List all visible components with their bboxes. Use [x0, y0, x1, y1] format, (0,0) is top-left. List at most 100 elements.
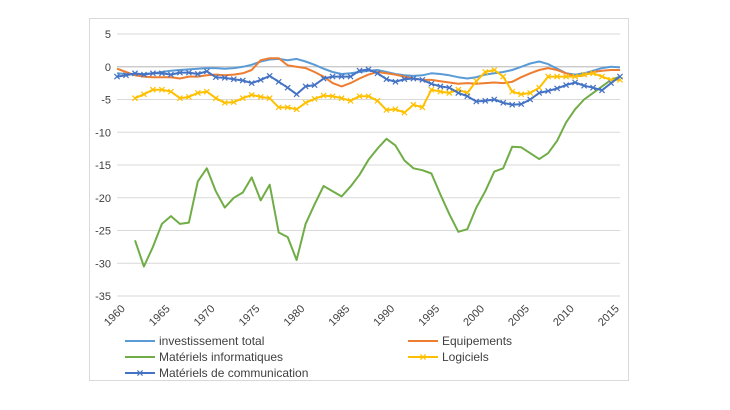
y-tick-label: -10: [95, 127, 111, 139]
data-point: [239, 95, 246, 102]
data-point: [572, 79, 579, 86]
y-tick-label: -25: [95, 226, 111, 238]
x-tick-label: 2015: [596, 303, 622, 329]
data-point: [590, 84, 597, 91]
x-tick-label: 1990: [371, 303, 397, 329]
data-point: [149, 70, 156, 77]
data-point: [185, 69, 192, 76]
data-point: [194, 70, 201, 77]
data-point: [392, 78, 399, 85]
series-line: [116, 57, 621, 80]
data-point: [131, 70, 138, 77]
data-point: [464, 93, 471, 100]
legend-label: Equipements: [442, 334, 512, 348]
y-tick-label: -35: [95, 291, 111, 303]
data-point: [230, 76, 237, 83]
legend-item-3: Logiciels: [408, 350, 489, 364]
data-point: [329, 73, 336, 80]
data-point: [275, 78, 282, 85]
y-tick-label: -5: [101, 95, 111, 107]
data-point: [572, 73, 579, 80]
series-line: [134, 75, 621, 268]
x-axis-ticks: 1960 1965 1970 1975 1980 1985 1990 1995 2000 2005…: [102, 303, 622, 329]
data-point: [563, 82, 570, 89]
data-point: [320, 92, 327, 99]
data-point: [158, 86, 165, 93]
data-point: [455, 89, 462, 96]
data-point: [419, 104, 426, 111]
data-point: [122, 72, 130, 79]
data-point: [136, 369, 144, 377]
data-point: [221, 99, 228, 106]
data-point: [167, 88, 174, 95]
data-point: [491, 96, 498, 103]
data-point: [616, 73, 624, 80]
data-point: [149, 86, 156, 93]
data-point: [185, 93, 192, 100]
data-point: [113, 73, 121, 80]
data-point: [329, 93, 336, 100]
data-point: [374, 70, 381, 77]
data-point: [545, 87, 552, 95]
x-tick-label: 1970: [192, 303, 218, 329]
data-point: [194, 89, 201, 96]
y-tick-label: -20: [95, 193, 111, 205]
y-tick-label: 5: [105, 29, 111, 41]
legend-item-4: Matériels de communication: [125, 366, 308, 380]
x-tick-label: 1965: [147, 303, 173, 329]
data-point: [176, 69, 183, 76]
data-point: [419, 76, 426, 83]
data-point: [176, 95, 183, 102]
data-point: [167, 71, 174, 78]
legend: investissement total Equipements Matériels…: [125, 334, 512, 380]
series-lines: [113, 57, 624, 268]
data-point: [257, 76, 264, 83]
data-point: [518, 101, 525, 108]
x-tick-label: 2010: [551, 303, 577, 329]
data-point: [401, 109, 408, 116]
data-point: [203, 68, 210, 75]
data-point: [536, 84, 543, 91]
data-point: [338, 73, 345, 80]
data-point: [428, 86, 435, 93]
legend-label: investissement total: [159, 334, 264, 348]
data-point: [590, 70, 597, 77]
data-point: [140, 91, 147, 98]
x-tick-label: 1960: [102, 303, 128, 329]
data-point: [437, 88, 444, 95]
data-point: [446, 84, 453, 91]
data-point: [356, 67, 363, 74]
data-point: [266, 72, 273, 79]
series-2: [134, 75, 621, 268]
data-point: [518, 91, 525, 98]
data-point: [140, 71, 147, 78]
data-point: [347, 73, 354, 80]
x-tick-label: 1985: [327, 303, 353, 329]
line-chart: 50-5-10-15-20-25-30-35 1960 1965 1970 1975 1…: [95, 29, 624, 380]
data-point: [554, 85, 561, 92]
data-point: [527, 96, 534, 103]
data-point: [374, 97, 381, 104]
y-tick-label: -15: [95, 160, 111, 172]
data-point: [383, 76, 390, 83]
chart-area: 5 0 -5 -10 -15 -20 -25 -30 -35 1960 1965 1970 1975 1…: [89, 18, 629, 381]
data-point: [446, 89, 453, 96]
data-point: [302, 83, 309, 90]
data-point: [473, 78, 480, 85]
data-point: [266, 95, 273, 102]
data-point: [419, 353, 427, 361]
legend-item-1: Equipements: [408, 334, 512, 348]
legend-item-0: investissement total: [125, 334, 264, 348]
data-point: [383, 106, 390, 114]
x-tick-label: 1975: [237, 303, 263, 329]
data-point: [509, 101, 516, 108]
data-point: [230, 99, 237, 106]
data-point: [500, 73, 507, 80]
legend-label: Matériels de communication: [159, 366, 308, 380]
data-point: [581, 82, 588, 89]
x-tick-label: 2000: [461, 303, 487, 329]
data-point: [428, 80, 435, 87]
x-tick-label: 1995: [416, 303, 442, 329]
x-tick-label: 2005: [506, 303, 532, 329]
data-point: [563, 73, 570, 80]
